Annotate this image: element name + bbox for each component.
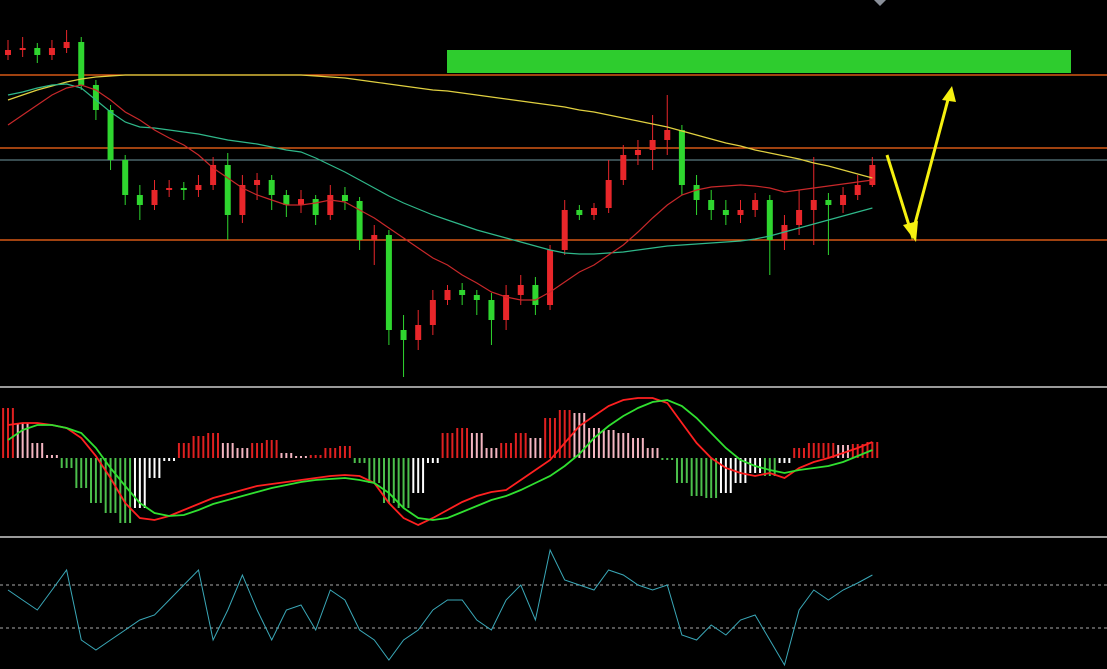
- indicator-line: [7, 74, 873, 179]
- candle-body: [634, 150, 641, 155]
- candle-body: [459, 290, 466, 295]
- candle-body: [341, 195, 348, 201]
- candle-body: [649, 140, 656, 150]
- candle-body: [166, 188, 173, 190]
- candle-body: [488, 300, 495, 320]
- candle-body: [195, 185, 202, 190]
- candle-body: [312, 199, 319, 215]
- candle-body: [429, 300, 436, 325]
- candle-body: [517, 285, 524, 295]
- candle-body: [254, 180, 261, 185]
- candle-body: [854, 185, 861, 195]
- indicator-line: [7, 397, 873, 526]
- candle-body: [503, 295, 510, 320]
- candle-body: [532, 285, 539, 305]
- candle-body: [5, 50, 11, 55]
- candle-body: [356, 201, 363, 240]
- candle-body: [620, 155, 627, 180]
- candle-body: [766, 200, 773, 240]
- candle-body: [298, 199, 304, 205]
- candle-body: [547, 250, 554, 305]
- candle-body: [385, 235, 392, 330]
- candle-body: [722, 210, 729, 215]
- arrow-head: [942, 86, 956, 102]
- candle-body: [180, 188, 187, 190]
- candle-body: [605, 180, 612, 208]
- candle-body: [840, 195, 847, 205]
- candle-body: [796, 210, 803, 225]
- candle-body: [825, 200, 832, 205]
- arrow-annotation: [885, 86, 956, 242]
- candle-body: [678, 130, 685, 185]
- candle-body: [224, 165, 231, 215]
- candle-body: [283, 195, 290, 205]
- indicator-line: [7, 84, 873, 301]
- candle-body: [48, 48, 55, 55]
- candle-body: [693, 185, 700, 200]
- candle-body: [664, 130, 671, 140]
- candle-body: [591, 208, 597, 215]
- candle-body: [78, 42, 85, 85]
- candle-body: [400, 330, 407, 340]
- candle-body: [19, 48, 26, 50]
- candle-body: [107, 110, 114, 160]
- arrow-head: [903, 221, 918, 242]
- candle-body: [268, 180, 275, 195]
- target-zone: [447, 50, 1071, 73]
- candle-body: [327, 195, 334, 215]
- candle-body: [239, 185, 246, 215]
- candle-body: [576, 210, 583, 215]
- indicator-line: [7, 399, 873, 521]
- candle-body: [136, 195, 143, 205]
- candle-body: [63, 42, 70, 48]
- indicator-line: [7, 548, 873, 667]
- candle-body: [415, 325, 422, 340]
- candle-body: [737, 210, 744, 215]
- candle-body: [561, 210, 568, 250]
- candle-body: [869, 165, 876, 185]
- candle-body: [122, 160, 129, 195]
- candle-body: [473, 295, 480, 300]
- marker: [874, 0, 886, 6]
- candle-body: [92, 85, 99, 110]
- candle-body: [444, 290, 451, 300]
- candle-body: [752, 200, 759, 210]
- candle-body: [34, 48, 41, 55]
- candle-body: [210, 165, 217, 185]
- candle-body: [810, 200, 817, 210]
- candle-body: [371, 235, 378, 240]
- candle-body: [151, 190, 158, 205]
- candle-body: [708, 200, 715, 210]
